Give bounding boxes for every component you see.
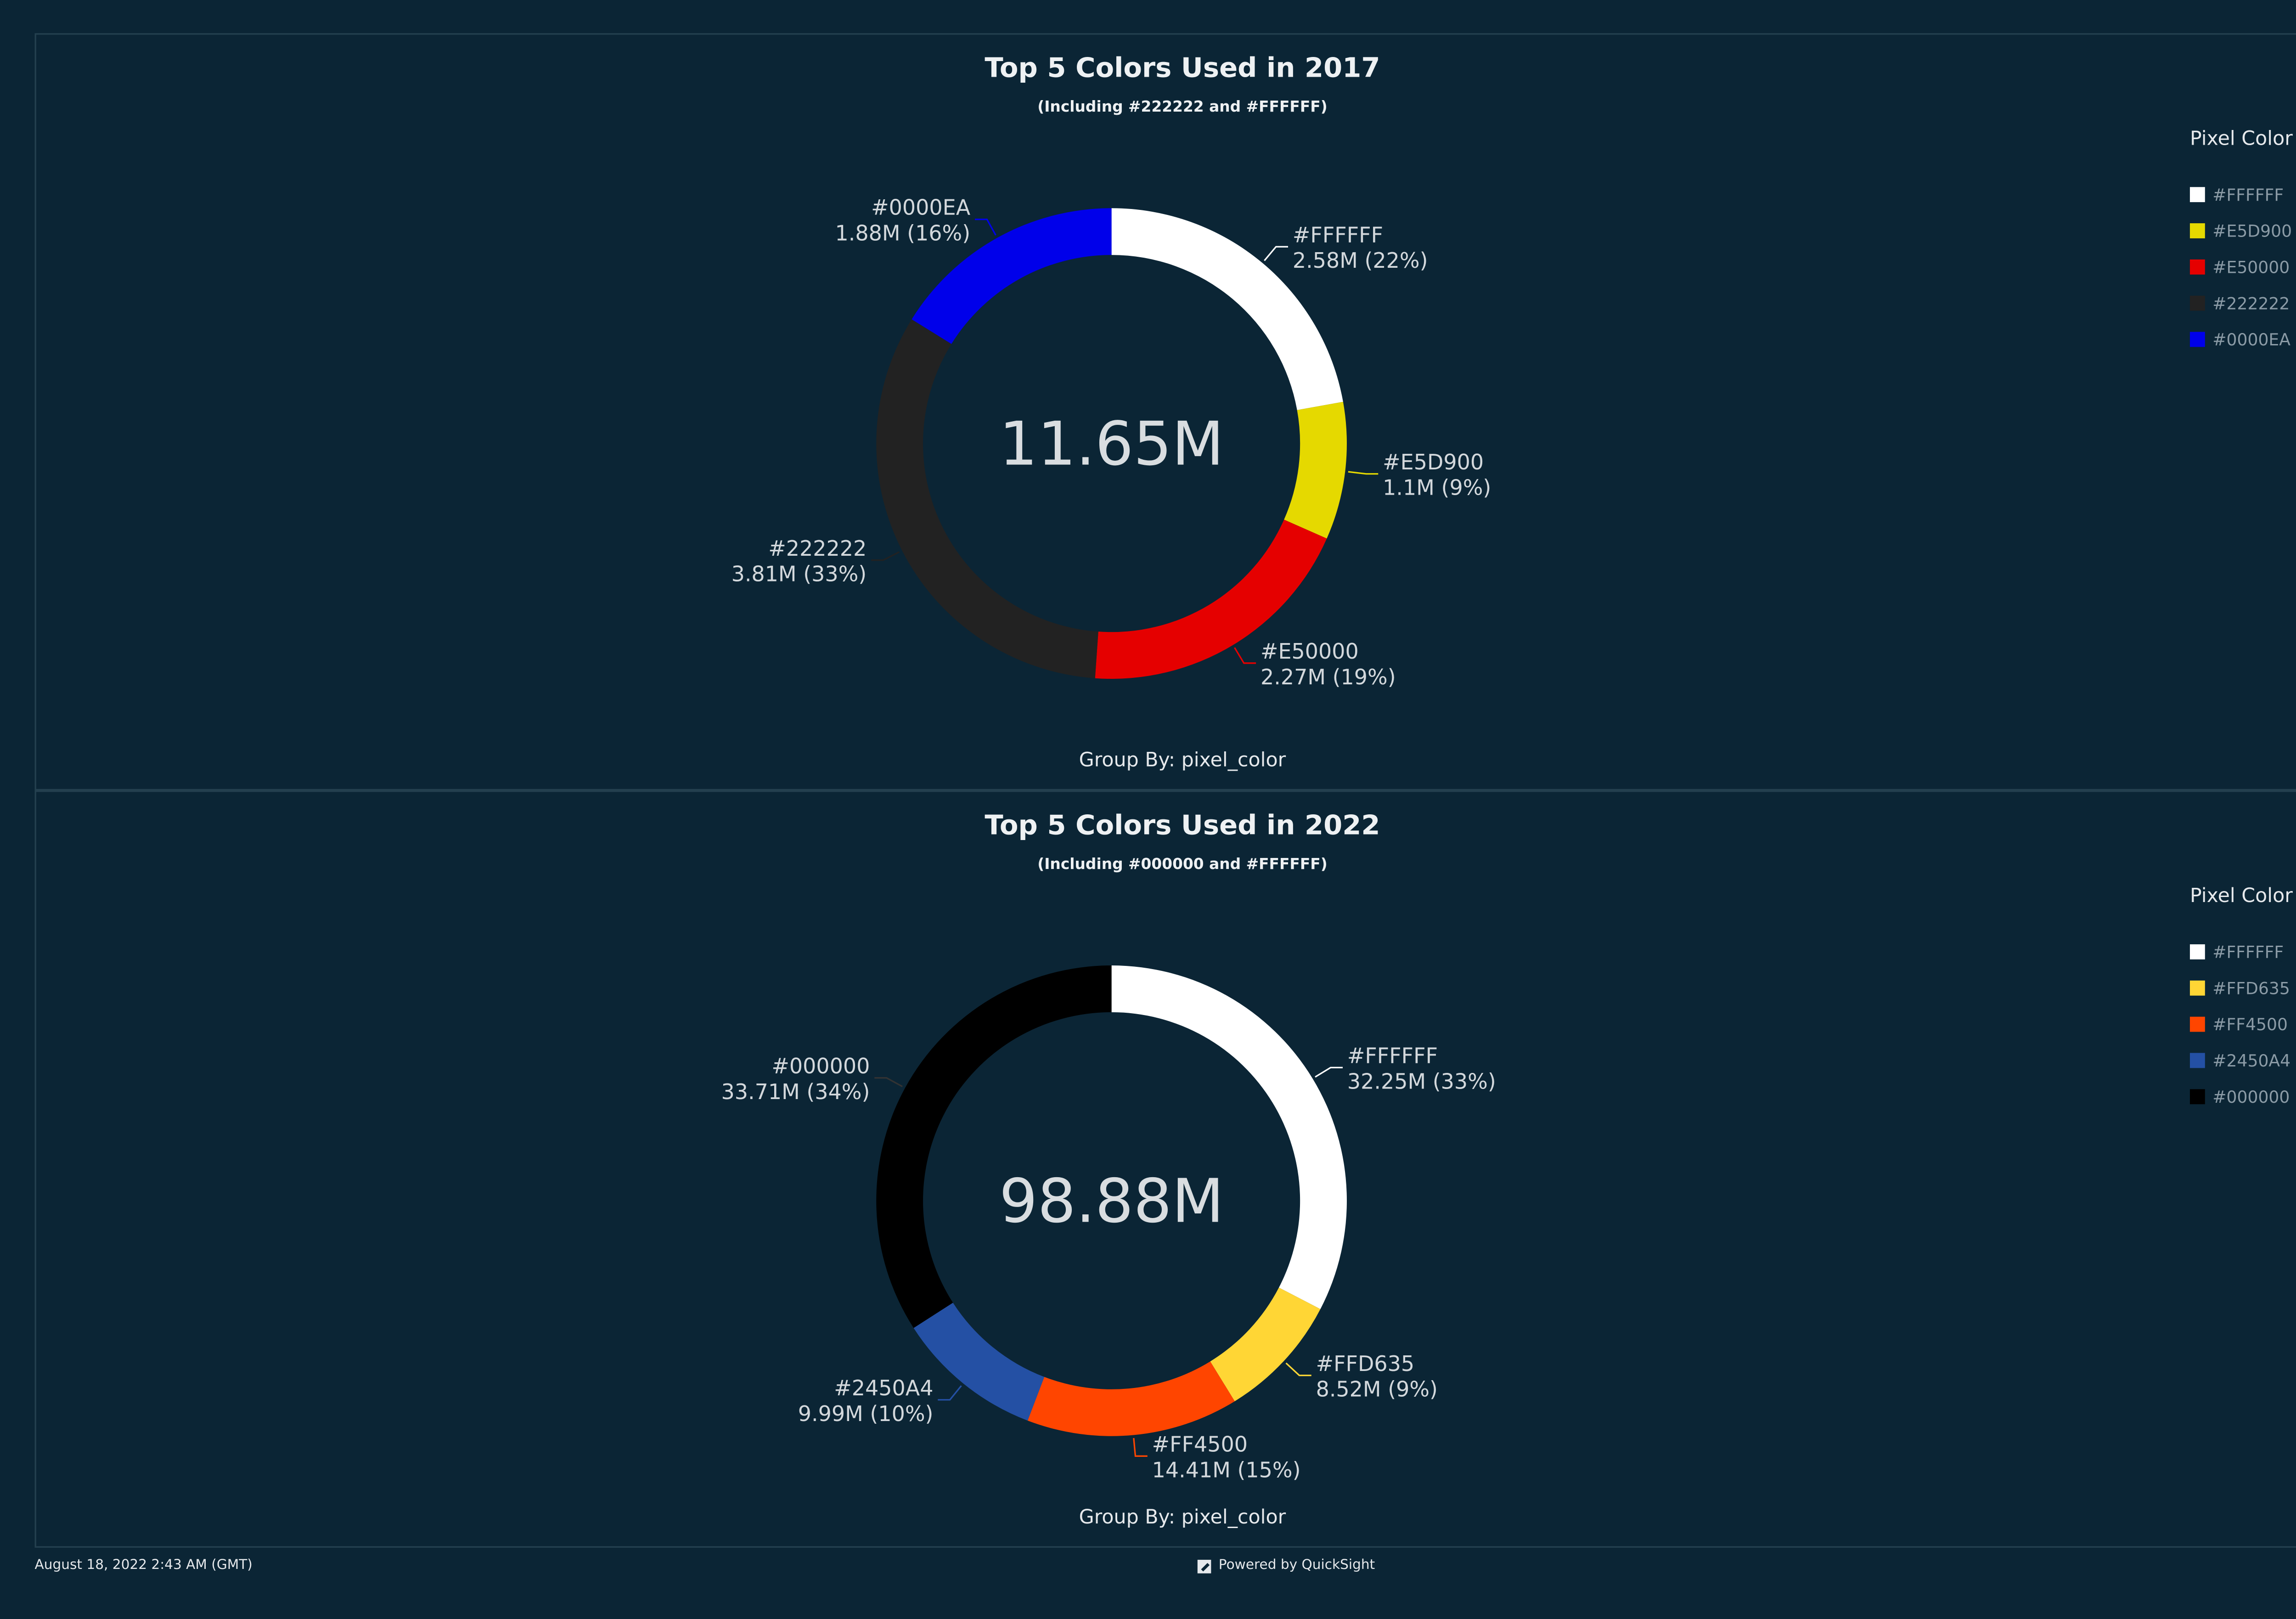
legend-swatch xyxy=(2189,223,2205,238)
leader-line xyxy=(1264,246,1289,261)
chart-title: Top 5 Colors Used in 2017 xyxy=(985,52,1380,85)
donut-slice[interactable] xyxy=(1027,1361,1235,1436)
leader-line xyxy=(1234,647,1256,664)
legend-title: Pixel Color xyxy=(2189,128,2293,151)
data-label-name: #2450A4 xyxy=(834,1376,933,1400)
data-label-name: #FF4500 xyxy=(1152,1432,1248,1456)
donut-slice[interactable] xyxy=(1111,208,1343,410)
data-label-value: 8.52M (9%) xyxy=(1316,1377,1438,1402)
data-label-name: #FFFFFF xyxy=(1293,222,1383,247)
powered-by-text: Powered by QuickSight xyxy=(1218,1558,1375,1574)
legend-item[interactable]: #FF4500 xyxy=(2189,1006,2293,1043)
chart-panel-2022[interactable]: Top 5 Colors Used in 2022 (Including #00… xyxy=(34,790,2296,1548)
legend-swatch xyxy=(2189,259,2205,275)
donut-slice[interactable] xyxy=(876,319,1098,678)
legend-swatch xyxy=(2189,332,2205,347)
legend-swatch xyxy=(2189,980,2205,996)
data-label-name: #000000 xyxy=(771,1054,870,1078)
legend-label: #E5D900 xyxy=(2212,221,2292,241)
legend-label: #FFFFFF xyxy=(2212,185,2284,205)
data-label-value: 2.27M (19%) xyxy=(1261,665,1396,689)
chart-subtitle: (Including #000000 and #FFFFFF) xyxy=(1037,857,1328,874)
legend-swatch xyxy=(2189,1089,2205,1105)
legend: Pixel Color #FFFFFF #FFD635 #FF4500 #2450A4… xyxy=(2189,885,2293,1115)
legend-item[interactable]: #FFFFFF xyxy=(2189,176,2293,213)
donut-slice[interactable] xyxy=(1095,519,1327,679)
legend-item[interactable]: #2450A4 xyxy=(2189,1043,2293,1079)
leader-line xyxy=(1285,1362,1311,1376)
data-label-name: #222222 xyxy=(768,536,867,561)
center-total: 98.88M xyxy=(999,1166,1224,1236)
data-label-name: #E5D900 xyxy=(1383,450,1484,474)
data-label-value: 32.25M (33%) xyxy=(1347,1069,1496,1094)
legend-label: #E50000 xyxy=(2212,257,2290,277)
chart-subtitle: (Including #222222 and #FFFFFF) xyxy=(1037,99,1328,116)
legend-item[interactable]: #E50000 xyxy=(2189,249,2293,285)
donut-slice[interactable] xyxy=(876,965,1112,1328)
group-by-label: Group By: pixel_color xyxy=(1079,1507,1286,1530)
legend-item[interactable]: #E5D900 xyxy=(2189,213,2293,249)
legend-swatch xyxy=(2189,1016,2205,1032)
timestamp: August 18, 2022 2:43 AM (GMT) xyxy=(34,1558,253,1574)
data-label-value: 2.58M (22%) xyxy=(1293,248,1428,273)
legend: Pixel Color #FFFFFF #E5D900 #E50000 #222222… xyxy=(2189,128,2293,358)
leader-line xyxy=(1315,1066,1343,1078)
chart-panel-2017[interactable]: Top 5 Colors Used in 2017 (Including #22… xyxy=(34,33,2296,791)
legend-item[interactable]: #222222 xyxy=(2189,285,2293,322)
donut-slice[interactable] xyxy=(912,208,1112,344)
data-label-value: 33.71M (34%) xyxy=(721,1079,870,1104)
data-label-value: 14.41M (15%) xyxy=(1152,1457,1301,1482)
powered-by-link[interactable]: Powered by QuickSight xyxy=(1197,1558,1375,1574)
donut-slice[interactable] xyxy=(1284,401,1347,539)
legend-label: #2450A4 xyxy=(2212,1050,2291,1071)
data-label-name: #0000EA xyxy=(871,195,971,220)
legend-label: #FF4500 xyxy=(2212,1014,2288,1034)
legend-item[interactable]: #FFFFFF xyxy=(2189,934,2293,970)
leader-line xyxy=(975,218,996,236)
donut-slice[interactable] xyxy=(1111,965,1347,1309)
leader-line xyxy=(1133,1438,1148,1457)
legend-swatch xyxy=(2189,1053,2205,1068)
center-total: 11.65M xyxy=(999,409,1224,479)
legend-label: #0000EA xyxy=(2212,329,2290,350)
legend-item[interactable]: #0000EA xyxy=(2189,322,2293,358)
leader-line xyxy=(871,551,900,561)
donut-slice[interactable] xyxy=(1210,1287,1321,1401)
data-label-value: 9.99M (10%) xyxy=(798,1401,934,1426)
leader-line xyxy=(938,1385,962,1401)
legend-swatch xyxy=(2189,944,2205,959)
data-label-name: #E50000 xyxy=(1261,639,1359,664)
data-label-value: 1.1M (9%) xyxy=(1383,475,1491,500)
legend-label: #FFD635 xyxy=(2212,978,2290,998)
legend-label: #000000 xyxy=(2212,1087,2290,1107)
legend-item[interactable]: #FFD635 xyxy=(2189,970,2293,1006)
data-label-name: #FFFFFF xyxy=(1347,1044,1438,1068)
data-label-name: #FFD635 xyxy=(1316,1351,1415,1376)
legend-swatch xyxy=(2189,295,2205,311)
leader-line xyxy=(874,1077,903,1088)
donut-slice[interactable] xyxy=(913,1303,1045,1421)
legend-title: Pixel Color xyxy=(2189,885,2293,908)
legend-label: #222222 xyxy=(2212,293,2290,313)
legend-item[interactable]: #000000 xyxy=(2189,1078,2293,1115)
data-label-value: 1.88M (16%) xyxy=(835,221,970,246)
legend-label: #FFFFFF xyxy=(2212,942,2284,962)
leader-line xyxy=(1348,471,1379,475)
legend-swatch xyxy=(2189,187,2205,203)
chart-title: Top 5 Colors Used in 2022 xyxy=(985,810,1380,842)
quicksight-icon xyxy=(1197,1559,1211,1573)
data-label-value: 3.81M (33%) xyxy=(732,562,867,587)
group-by-label: Group By: pixel_color xyxy=(1079,750,1286,773)
